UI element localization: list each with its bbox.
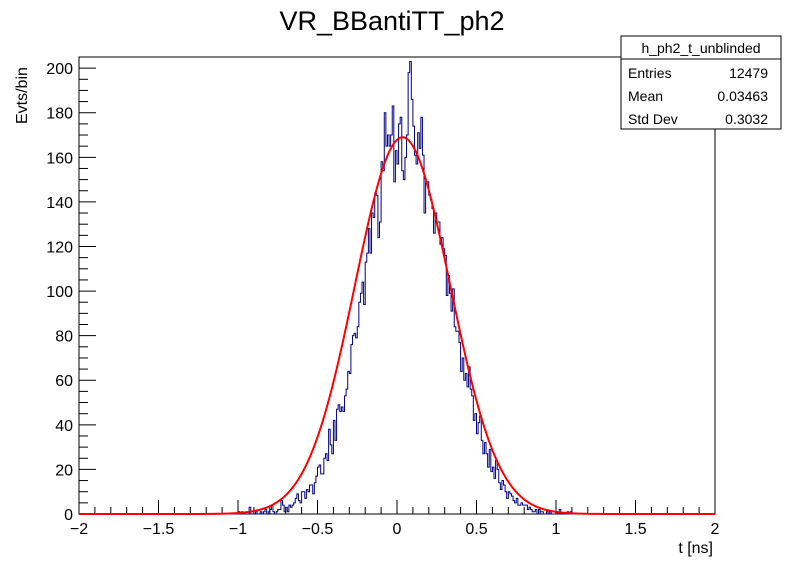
y-tick-label: 20 (55, 462, 73, 479)
x-tick-label: −0.5 (302, 521, 334, 538)
stats-entries-label: Entries (628, 65, 672, 81)
stats-box-title: h_ph2_t_unblinded (641, 40, 760, 56)
y-tick-label: 120 (46, 239, 73, 256)
axis-ticks (78, 56, 716, 515)
x-axis-label: t [ns] (678, 540, 713, 557)
x-tick-label: −2 (70, 521, 88, 538)
y-tick-label: 200 (46, 61, 73, 78)
x-tick-label: 1.5 (624, 521, 646, 538)
y-tick-label: 160 (46, 150, 73, 167)
y-tick-label: 0 (64, 507, 73, 524)
plot-frame (78, 56, 716, 515)
y-tick-label: 80 (55, 329, 73, 346)
y-axis-label: Evts/bin (14, 67, 31, 124)
chart-title: VR_BBantiTT_ph2 (279, 6, 504, 36)
x-tick-label: −1.5 (143, 521, 175, 538)
x-tick-label: 0 (393, 521, 402, 538)
stats-box: h_ph2_t_unblinded Entries 12479 Mean 0.0… (620, 35, 782, 130)
histogram-series (79, 60, 715, 515)
gaussian-fit-curve (79, 136, 715, 515)
x-tick-label: 0.5 (465, 521, 487, 538)
stats-stddev-value: 0.3032 (725, 111, 768, 127)
stats-mean-label: Mean (628, 88, 663, 104)
x-tick-label: −1 (229, 521, 247, 538)
stats-stddev-label: Std Dev (628, 111, 678, 127)
y-tick-labels: 0 20 40 60 80 100 120 140 160 180 200 (46, 61, 73, 524)
y-tick-label: 60 (55, 373, 73, 390)
stats-mean-value: 0.03463 (717, 88, 768, 104)
y-tick-label: 140 (46, 195, 73, 212)
stats-entries-value: 12479 (729, 65, 768, 81)
stats-box-frame (620, 35, 782, 130)
y-tick-label: 180 (46, 106, 73, 123)
y-tick-label: 100 (46, 284, 73, 301)
x-tick-labels: −2 −1.5 −1 −0.5 0 0.5 1 1.5 2 (70, 521, 720, 538)
x-tick-label: 1 (552, 521, 561, 538)
y-tick-label: 40 (55, 418, 73, 435)
x-tick-label: 2 (711, 521, 720, 538)
